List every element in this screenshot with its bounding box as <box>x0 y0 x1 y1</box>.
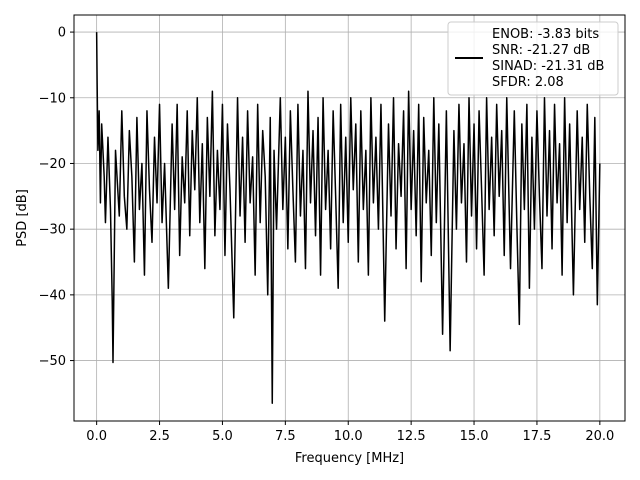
y-axis-ticks: 0 −10 −20 −30 −40 −50 <box>39 26 74 369</box>
y-axis-label: PSD [dB] <box>15 189 30 247</box>
x-tick-label: 10.0 <box>334 429 363 444</box>
y-tick-label: −40 <box>39 288 66 303</box>
legend-sinad: SINAD: -21.31 dB <box>492 59 604 74</box>
legend: ENOB: -3.83 bits SNR: -21.27 dB SINAD: -… <box>447 21 619 96</box>
x-axis-ticks: 0.0 2.5 5.0 7.5 10.0 12.5 15.0 17.5 20.0 <box>86 421 614 444</box>
y-tick-label: −30 <box>39 223 66 238</box>
legend-box <box>447 21 619 96</box>
x-tick-label: 7.5 <box>275 429 296 444</box>
x-tick-label: 2.5 <box>149 429 170 444</box>
y-tick-label: −10 <box>39 91 66 106</box>
x-tick-label: 12.5 <box>397 429 426 444</box>
x-tick-label: 0.0 <box>86 429 107 444</box>
y-tick-label: 0 <box>58 26 66 41</box>
x-axis-label: Frequency [MHz] <box>295 451 404 466</box>
legend-enob: ENOB: -3.83 bits <box>492 27 599 42</box>
legend-snr: SNR: -21.27 dB <box>492 43 590 58</box>
x-tick-label: 5.0 <box>212 429 233 444</box>
y-tick-label: −20 <box>39 157 66 172</box>
legend-sfdr: SFDR: 2.08 <box>492 75 564 90</box>
series-layer <box>95 32 601 405</box>
plot-area <box>95 32 601 405</box>
psd-series-line <box>95 32 601 405</box>
x-tick-label: 15.0 <box>460 429 489 444</box>
x-tick-label: 20.0 <box>585 429 614 444</box>
y-tick-label: −50 <box>39 354 66 369</box>
axes-frame <box>73 14 626 422</box>
x-tick-label: 17.5 <box>522 429 551 444</box>
